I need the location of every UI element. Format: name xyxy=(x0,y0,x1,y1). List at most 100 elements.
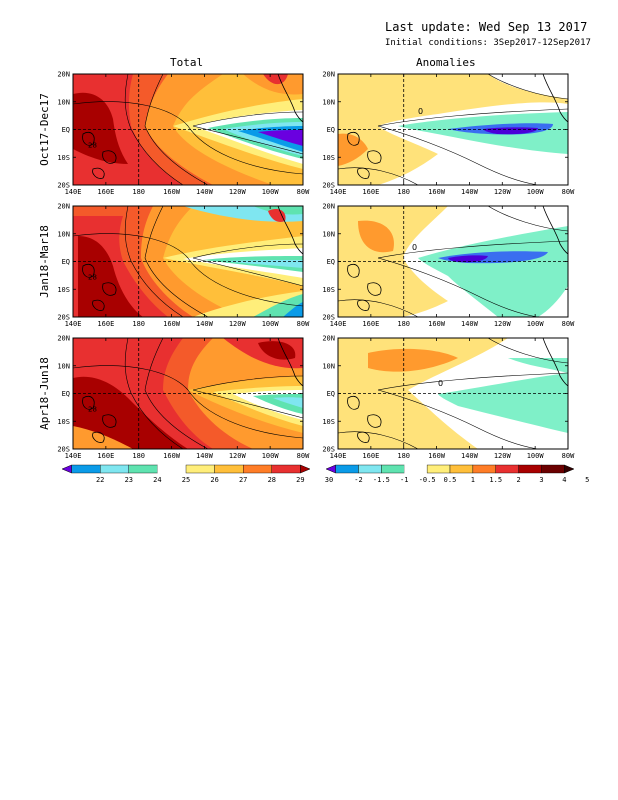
contour-label: 28 xyxy=(88,273,97,281)
lon-label: 160W xyxy=(428,320,446,328)
axis-labels: Oct17-Dec17 Jan18-Mar18 Apr18-Jun18 xyxy=(38,93,51,430)
colorbar-swatch xyxy=(71,464,101,474)
colorbar-label: 1 xyxy=(471,476,475,484)
contour-line xyxy=(377,389,539,449)
colorbar-end-low xyxy=(61,464,72,474)
coastline xyxy=(92,299,105,311)
lat-label: 10S xyxy=(322,154,335,162)
lon-label: 120W xyxy=(494,452,512,460)
contour-line xyxy=(377,108,568,127)
colorbar-label: 26 xyxy=(210,476,218,484)
lat-label: EQ xyxy=(62,390,70,398)
contour-label: 28 xyxy=(88,141,97,149)
contour-line xyxy=(377,125,539,185)
lon-label: 120W xyxy=(494,188,512,196)
coastline xyxy=(277,206,303,255)
coastline xyxy=(542,338,568,387)
lon-label: 120W xyxy=(229,188,247,196)
lon-label: 140E xyxy=(65,320,82,328)
colorbar-label: 30 xyxy=(325,476,333,484)
lon-label: 140W xyxy=(461,452,479,460)
colorbar-label: 23 xyxy=(125,476,133,484)
lon-label: 100W xyxy=(262,320,280,328)
shaded-region xyxy=(358,220,394,253)
shaded-region xyxy=(258,341,296,360)
colorbar-label: -0.5 xyxy=(419,476,436,484)
colorbar-swatch xyxy=(426,464,451,474)
lat-label: 20S xyxy=(57,314,70,322)
shaded-region xyxy=(508,358,568,373)
colorbar-label: 27 xyxy=(239,476,247,484)
lat-label: 10N xyxy=(322,230,335,238)
lat-label: 20S xyxy=(57,446,70,454)
lon-label: 100W xyxy=(527,452,545,460)
contour-line xyxy=(192,243,303,259)
colorbar-swatch xyxy=(404,465,428,473)
lat-label: 20S xyxy=(322,182,335,190)
contour-line xyxy=(124,206,184,317)
coastline xyxy=(542,206,568,255)
coastline xyxy=(277,338,303,387)
colorbar-end-high xyxy=(564,464,575,474)
contour-line xyxy=(338,167,419,185)
lon-label: 100W xyxy=(262,452,280,460)
coastline xyxy=(102,150,117,164)
coastline xyxy=(102,414,117,428)
lat-label: 10S xyxy=(57,154,70,162)
lat-label: 20S xyxy=(57,182,70,190)
contour-line xyxy=(73,101,303,175)
shaded-region xyxy=(73,426,133,449)
contour-line xyxy=(377,372,568,391)
lat-label: 10N xyxy=(57,230,70,238)
lat-label: 20N xyxy=(322,335,335,343)
lon-label: 80W xyxy=(297,188,310,196)
shaded-region xyxy=(448,255,488,263)
lon-label: 160E xyxy=(97,188,114,196)
contour-line xyxy=(377,240,568,259)
contour-line xyxy=(124,338,184,449)
lon-label: 80W xyxy=(297,320,310,328)
colorbar-label: 29 xyxy=(296,476,304,484)
coastline xyxy=(347,131,360,146)
contour-line xyxy=(377,257,539,317)
lat-label: 10N xyxy=(322,362,335,370)
lat-label: 10S xyxy=(322,286,335,294)
lon-label: 160W xyxy=(163,320,181,328)
lon-label: 140E xyxy=(65,188,82,196)
coastline xyxy=(367,150,382,164)
lon-label: 140W xyxy=(196,452,214,460)
shaded-region xyxy=(418,226,568,317)
colorbar-label: -2 xyxy=(354,476,362,484)
lon-label: 160W xyxy=(428,188,446,196)
lat-label: 20N xyxy=(57,71,70,79)
colorbar-total: 22 23 24 25 26 27 28 29 30 xyxy=(61,464,333,484)
lat-label: 20N xyxy=(57,335,70,343)
shaded-region xyxy=(518,206,568,224)
colorbar-swatch xyxy=(214,464,244,474)
contour-line xyxy=(192,111,303,127)
lon-label: 140W xyxy=(196,320,214,328)
lon-label: 160W xyxy=(163,188,181,196)
lon-label: 160E xyxy=(97,320,114,328)
contour-line xyxy=(338,299,419,317)
colorbar-swatch xyxy=(242,464,272,474)
lat-label: 10N xyxy=(57,98,70,106)
contour-line xyxy=(73,233,303,307)
lon-label: 160W xyxy=(428,452,446,460)
lat-label: EQ xyxy=(327,126,335,134)
colorbar-swatch xyxy=(449,464,474,474)
colorbar-swatch xyxy=(518,464,542,474)
lon-label: 160E xyxy=(362,320,379,328)
shaded-region xyxy=(263,74,288,85)
lat-label: 10S xyxy=(57,286,70,294)
coastline xyxy=(357,167,370,179)
shaded-region xyxy=(483,127,538,135)
shaded-region xyxy=(203,256,303,272)
lon-label: 140W xyxy=(461,320,479,328)
contour-line xyxy=(487,206,568,232)
column-title-anomalies: Anomalies xyxy=(416,56,476,69)
row-label: Oct17-Dec17 xyxy=(38,93,51,166)
colorbar-label: 0.5 xyxy=(444,476,457,484)
